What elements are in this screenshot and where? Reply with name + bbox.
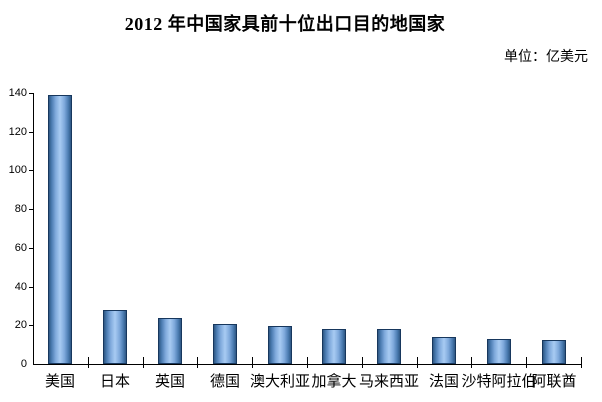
x-tick [526, 357, 527, 368]
x-tick [307, 357, 308, 368]
x-tick [143, 357, 144, 368]
bar [322, 329, 346, 364]
y-tick [29, 93, 33, 94]
y-tick-label: 20 [14, 319, 27, 331]
bar [213, 324, 237, 364]
x-tick [417, 357, 418, 368]
category-label: 加拿大 [311, 374, 357, 390]
x-tick [581, 357, 582, 368]
bar [268, 326, 292, 364]
y-tick [29, 170, 33, 171]
category-label: 日本 [99, 374, 131, 390]
y-tick [29, 325, 33, 326]
x-tick [197, 357, 198, 368]
y-axis [33, 93, 34, 364]
category-label: 美国 [44, 374, 76, 390]
category-label: 澳大利亚 [249, 374, 311, 390]
y-tick [29, 248, 33, 249]
bar [377, 329, 401, 364]
category-label: 德国 [209, 374, 241, 390]
category-label: 马来西亚 [358, 374, 420, 390]
chart-title: 2012 年中国家具前十位出口目的地国家 [124, 14, 446, 34]
x-tick [362, 357, 363, 368]
y-tick-label: 140 [8, 87, 27, 99]
y-tick-label: 100 [8, 164, 27, 176]
y-tick [29, 287, 33, 288]
y-tick-label: 120 [8, 126, 27, 138]
x-tick [252, 357, 253, 368]
bar [542, 340, 566, 364]
y-tick-label: 80 [14, 203, 27, 215]
y-tick-label: 60 [14, 242, 27, 254]
x-tick [88, 357, 89, 368]
y-tick-label: 40 [14, 281, 27, 293]
category-label: 沙特阿拉伯 [461, 374, 537, 390]
unit-label: 单位：亿美元 [504, 50, 588, 65]
x-tick [471, 357, 472, 368]
bar [487, 339, 511, 364]
y-tick [29, 132, 33, 133]
bar [432, 337, 456, 364]
y-tick [29, 209, 33, 210]
y-tick-label: 0 [20, 358, 27, 370]
bar [158, 318, 182, 364]
category-label: 英国 [154, 374, 186, 390]
category-label: 法国 [428, 374, 460, 390]
category-label: 阿联酋 [531, 374, 577, 390]
bar [103, 310, 127, 364]
bar [48, 95, 72, 364]
